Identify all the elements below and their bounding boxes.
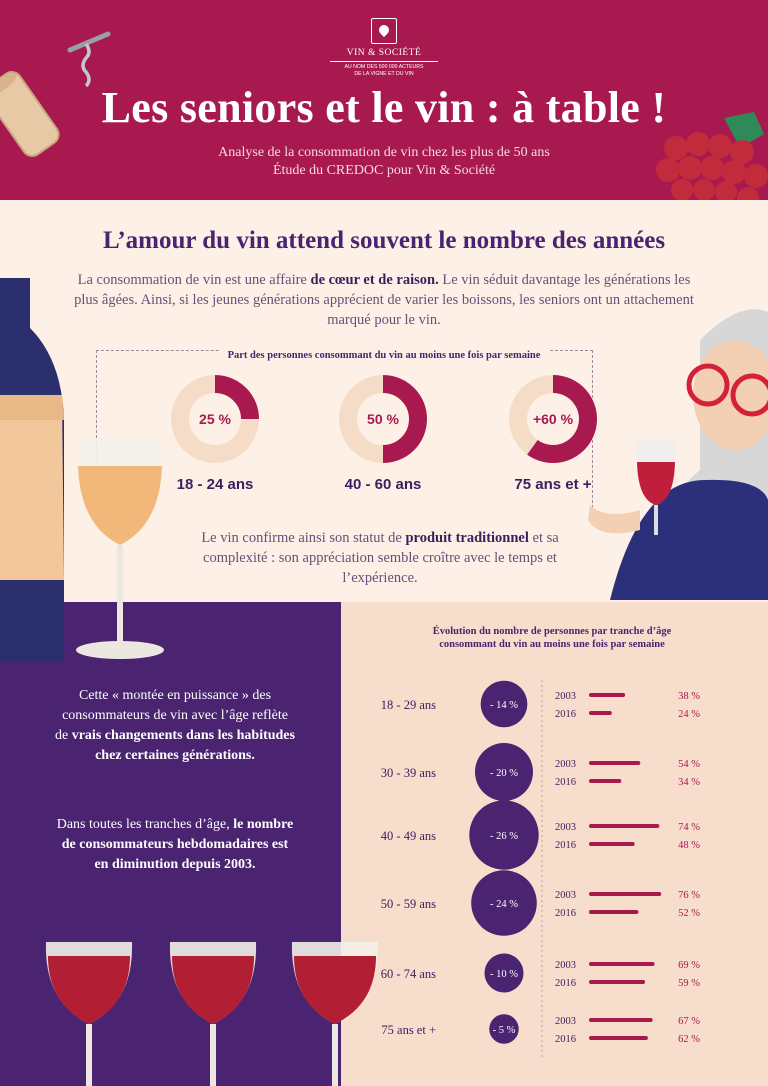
year-label: 2016	[555, 1034, 576, 1045]
change-label: - 20 %	[490, 768, 518, 779]
evolution-title-line-2: consommant du vin au moins une fois par …	[439, 639, 665, 650]
value-label: 76 %	[678, 890, 700, 901]
year-label: 2003	[555, 691, 576, 702]
bar-2003	[589, 693, 626, 697]
age-group-label: 50 - 59 ans	[381, 897, 436, 911]
bar-2003	[589, 892, 662, 896]
para1-text-bold: vrais changements dans les habitudes che…	[71, 728, 295, 763]
brand-logo: VIN & SOCIÉTÉ AU NOM DES 500 000 ACTEURS…	[330, 18, 438, 77]
value-label: 24 %	[678, 709, 700, 720]
concl-text-c: et sa complexité : son appréciation semb…	[203, 530, 559, 586]
year-label: 2003	[555, 759, 576, 770]
donut-value-label: 25 %	[199, 411, 231, 427]
bar-2003	[589, 824, 660, 828]
year-label: 2003	[555, 1016, 576, 1027]
intro-text-bold: de cœur et de raison.	[310, 272, 439, 288]
bar-2016	[589, 1036, 648, 1040]
value-label: 52 %	[678, 908, 700, 919]
section-title: L’amour du vin attend souvent le nombre …	[102, 227, 666, 254]
change-label: - 5 %	[493, 1025, 516, 1036]
bar-2003	[589, 1018, 653, 1022]
header-banner: VIN & SOCIÉTÉ AU NOM DES 500 000 ACTEURS…	[0, 0, 768, 200]
age-group-label: 75 ans et +	[381, 1023, 436, 1037]
bar-2003	[589, 761, 641, 765]
logo-tagline-line-1: AU NOM DES 500 000 ACTEURS	[344, 64, 424, 70]
year-label: 2016	[555, 709, 576, 720]
change-label: - 10 %	[490, 969, 518, 980]
year-label: 2003	[555, 960, 576, 971]
logo-tagline-line-2: DE LA VIGNE ET DU VIN	[354, 70, 414, 77]
value-label: 48 %	[678, 840, 700, 851]
donut-value-label: +60 %	[533, 411, 574, 427]
year-label: 2016	[555, 908, 576, 919]
year-label: 2016	[555, 978, 576, 989]
value-label: 74 %	[678, 822, 700, 833]
logo-tagline: AU NOM DES 500 000 ACTEURS DE LA VIGNE E…	[330, 61, 438, 77]
change-label: - 14 %	[490, 700, 518, 711]
value-label: 62 %	[678, 1034, 700, 1045]
concl-text-a: Le vin confirme ainsi son statut de	[201, 530, 406, 546]
section-intro: La consommation de vin est une affaire d…	[70, 270, 698, 330]
bar-2016	[589, 980, 646, 984]
intro-text-c: Le vin séduit davantage les générations …	[74, 272, 694, 328]
donut-slice	[527, 375, 597, 463]
concl-text-bold: produit traditionnel	[405, 530, 529, 546]
age-group-label: 18 - 29 ans	[381, 698, 436, 712]
donut-category-label: 40 - 60 ans	[344, 476, 422, 493]
logo-mark-icon	[371, 18, 397, 44]
donut-chart-title: Part des personnes consommant du vin au …	[0, 343, 768, 362]
donut-value-label: 50 %	[367, 411, 399, 427]
value-label: 54 %	[678, 759, 700, 770]
section-conclusion: Le vin confirme ainsi son statut de prod…	[170, 528, 590, 588]
age-group-label: 40 - 49 ans	[381, 829, 436, 843]
value-label: 59 %	[678, 978, 700, 989]
donut-category-label: 18 - 24 ans	[176, 476, 254, 493]
donut-category-label: 75 ans et +	[514, 476, 592, 493]
donut-charts: 25 % 50 % +60 %	[171, 375, 597, 463]
change-bubble	[469, 800, 539, 870]
paragraph-2: Dans toutes les tranches d’âge, le nombr…	[55, 815, 295, 875]
subtitle-line-2: Étude du CREDOC pour Vin & Société	[272, 163, 496, 178]
change-bubble	[480, 680, 528, 728]
year-label: 2016	[555, 840, 576, 851]
evolution-title-line-1: Évolution du nombre de personnes par tra…	[432, 626, 672, 637]
intro-text-a: La consommation de vin est une affaire	[77, 272, 311, 288]
value-label: 69 %	[678, 960, 700, 971]
page-title: Les seniors et le vin : à table !	[101, 83, 667, 132]
year-label: 2003	[555, 890, 576, 901]
change-bubble	[471, 870, 537, 936]
age-group-label: 60 - 74 ans	[381, 967, 436, 981]
paragraph-1: Cette « montée en puissance » des consom…	[55, 686, 295, 766]
change-label: - 26 %	[490, 831, 518, 842]
evolution-chart-title: Évolution du nombre de personnes par tra…	[382, 625, 722, 651]
value-label: 67 %	[678, 1016, 700, 1027]
value-label: 38 %	[678, 691, 700, 702]
logo-name: VIN & SOCIÉTÉ	[346, 48, 422, 58]
bar-2016	[589, 910, 639, 914]
bar-2016	[589, 842, 635, 846]
age-group-label: 30 - 39 ans	[381, 766, 436, 780]
para1-text-a: Cette « montée en puissance » des consom…	[55, 688, 288, 743]
year-label: 2016	[555, 777, 576, 788]
grapes-icon	[656, 112, 768, 200]
change-label: - 24 %	[490, 899, 518, 910]
bar-2003	[589, 962, 655, 966]
para2-text-bold: le nombre de consommateurs hebdomadaires…	[61, 817, 294, 872]
year-label: 2003	[555, 822, 576, 833]
change-bubble	[489, 1014, 519, 1044]
right-panel	[341, 602, 768, 1086]
bar-2016	[589, 779, 622, 783]
donut-slice	[214, 375, 259, 420]
value-label: 34 %	[678, 777, 700, 788]
corkscrew-icon	[0, 31, 111, 157]
page-subtitle: Analyse de la consommation de vin chez l…	[0, 144, 768, 180]
subtitle-line-1: Analyse de la consommation de vin chez l…	[218, 145, 550, 160]
para2-text-a: Dans toutes les tranches d’âge,	[56, 817, 234, 832]
bar-2016	[589, 711, 612, 715]
change-bubble	[484, 953, 524, 993]
change-bubble	[475, 743, 533, 801]
donut-slice	[382, 375, 427, 463]
evolution-bar-chart: 18 - 29 ans - 14 % 2003 38 % 2016 24 % 30 - 39…	[381, 680, 700, 1060]
